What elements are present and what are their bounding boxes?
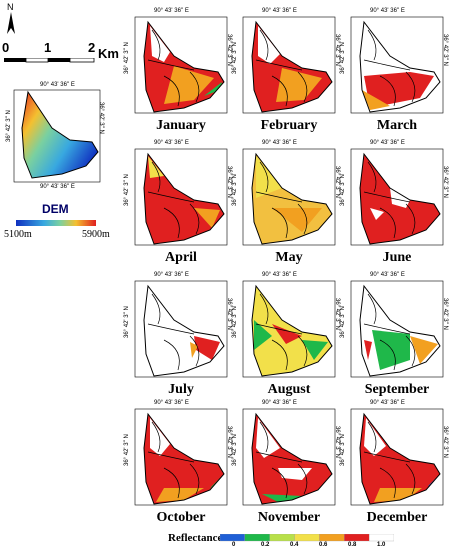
dem-title: DEM [42, 202, 69, 216]
reflectance-map [350, 148, 444, 246]
map-panel-november: 90° 43' 36'' E 36° 42' 3'' N 36° 42' 3'' N… [232, 400, 340, 525]
coord-top-label: 90° 43' 36'' E [154, 400, 189, 406]
month-label: May [275, 250, 303, 265]
coord-top-label: 90° 43' 36'' E [262, 140, 297, 146]
reflectance-map [134, 280, 228, 378]
legend-tick-label: 0.8 [348, 542, 357, 548]
reflectance-map [242, 148, 336, 246]
coord-top-label: 90° 43' 36'' E [262, 400, 297, 406]
legend-tick-label: 0.6 [319, 542, 328, 548]
legend-tick-label: 0 [232, 542, 236, 548]
north-label: N [7, 2, 14, 12]
coord-side-left-label: 36° 42' 3'' N [124, 434, 130, 466]
scale-bar: 0 1 2 Km [2, 40, 122, 70]
coord-side-left-label: 36° 42' 3'' N [232, 174, 238, 206]
coord-top-label: 90° 43' 36'' E [370, 8, 405, 14]
legend-color-swatch [220, 534, 246, 542]
legend-tick-label: 1.0 [377, 542, 386, 548]
dem-colorbar [16, 220, 96, 226]
scale-bar-graphic [4, 58, 95, 63]
map-panel-july: 90° 43' 36'' E 36° 42' 3'' N 36° 42' 3'' N… [124, 272, 232, 397]
coord-top-label: 90° 43' 36'' E [370, 140, 405, 146]
coord-side-left-label: 36° 42' 3'' N [232, 434, 238, 466]
coord-side-left-label: 36° 42' 3'' N [340, 42, 346, 74]
coord-top-label: 90° 43' 36'' E [262, 8, 297, 14]
month-label: October [156, 510, 206, 525]
coord-top-label: 90° 43' 36'' E [370, 272, 405, 278]
north-arrow-icon [7, 12, 15, 34]
month-label: November [257, 510, 321, 525]
scale-tick-2: 2 [88, 40, 96, 55]
reflectance-map [134, 16, 228, 114]
reflectance-map [350, 408, 444, 506]
reflectance-map [134, 408, 228, 506]
map-panel-september: 90° 43' 36'' E 36° 42' 3'' N 36° 42' 3'' N… [340, 272, 448, 397]
map-panel-october: 90° 43' 36'' E 36° 42' 3'' N 36° 42' 3'' N… [124, 400, 232, 525]
coord-side-left-label: 36° 42' 3'' N [232, 306, 238, 338]
coord-top-label: 90° 43' 36'' E [154, 140, 189, 146]
dem-coord-top: 90° 43' 36'' E [40, 82, 75, 88]
reflectance-map [134, 148, 228, 246]
scale-tick-1: 1 [44, 40, 52, 55]
coord-side-left-label: 36° 42' 3'' N [124, 174, 130, 206]
coord-side-left-label: 36° 42' 3'' N [124, 306, 130, 338]
coord-side-left-label: 36° 42' 3'' N [232, 42, 238, 74]
month-label: February [260, 118, 318, 133]
coord-top-label: 90° 43' 36'' E [154, 8, 189, 14]
map-panel-june: 90° 43' 36'' E 36° 42' 3'' N 36° 42' 3'' N… [340, 140, 448, 265]
coord-side-left-label: 36° 42' 3'' N [340, 306, 346, 338]
month-label: August [267, 382, 311, 397]
month-label: January [156, 118, 206, 133]
dem-coord-bottom: 90° 43' 36'' E [40, 184, 75, 190]
map-panel-march: 90° 43' 36'' E 36° 42' 3'' N 36° 42' 3'' N… [340, 8, 448, 133]
reflectance-map [350, 280, 444, 378]
month-label: June [382, 250, 412, 265]
legend-color-swatch [269, 534, 295, 542]
map-panel-january: 90° 43' 36'' E 36° 42' 3'' N 36° 42' 3'' N… [124, 8, 232, 133]
month-label: September [364, 382, 430, 397]
legend-color-swatch [368, 534, 394, 542]
coord-side-left-label: 36° 42' 3'' N [340, 174, 346, 206]
legend-colorbar [220, 534, 394, 542]
legend-tick-label: 0.2 [261, 542, 270, 548]
legend-title: Reflectance [168, 532, 223, 544]
scale-unit: Km [98, 46, 119, 61]
reflectance-map [242, 16, 336, 114]
month-label: July [168, 382, 194, 397]
dem-panel: 90° 43' 36'' E 36° 42' 3'' N 36° 42' 3''… [0, 82, 110, 242]
north-arrow: N [4, 2, 18, 36]
month-label: December [366, 510, 428, 525]
map-panel-december: 90° 43' 36'' E 36° 42' 3'' N 36° 42' 3'' N… [340, 400, 448, 525]
legend-color-swatch [319, 534, 345, 542]
reflectance-legend: Reflectance 0 0.2 0.4 0.6 0.8 1.0 [168, 530, 454, 550]
map-panel-february: 90° 43' 36'' E 36° 42' 3'' N 36° 42' 3'' N… [232, 8, 340, 133]
legend-color-swatch [344, 534, 370, 542]
legend-color-swatch [244, 534, 270, 542]
coord-top-label: 90° 43' 36'' E [262, 272, 297, 278]
dem-min-label: 5100m [4, 229, 32, 240]
dem-max-label: 5900m [82, 229, 110, 240]
reflectance-map [242, 408, 336, 506]
coord-top-label: 90° 43' 36'' E [370, 400, 405, 406]
map-panel-august: 90° 43' 36'' E 36° 42' 3'' N 36° 42' 3'' N… [232, 272, 340, 397]
legend-color-swatch [294, 534, 320, 542]
legend-tick-label: 0.4 [290, 542, 299, 548]
dem-map [13, 89, 101, 183]
reflectance-map [242, 280, 336, 378]
reflectance-map [350, 16, 444, 114]
map-panel-april: 90° 43' 36'' E 36° 42' 3'' N 36° 42' 3'' N… [124, 140, 232, 265]
coord-side-left-label: 36° 42' 3'' N [340, 434, 346, 466]
map-panel-may: 90° 43' 36'' E 36° 42' 3'' N 36° 42' 3'' N… [232, 140, 340, 265]
month-label: March [376, 118, 418, 133]
month-label: April [165, 250, 197, 265]
coord-top-label: 90° 43' 36'' E [154, 272, 189, 278]
coord-side-left-label: 36° 42' 3'' N [124, 42, 130, 74]
scale-tick-0: 0 [2, 40, 10, 55]
